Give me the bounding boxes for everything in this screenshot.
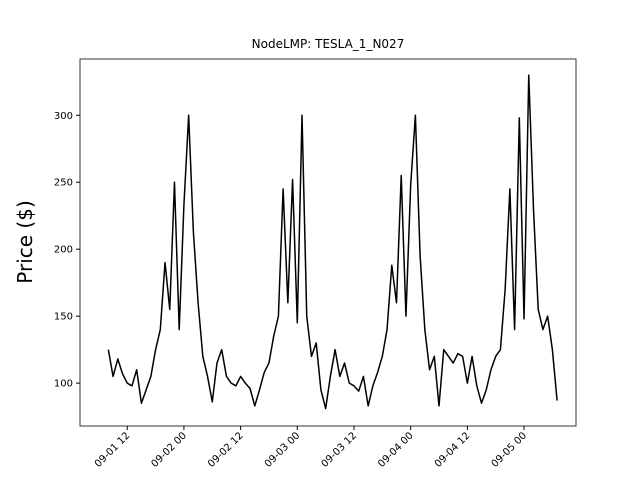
y-tick-label: 250: [54, 178, 73, 189]
data-line: [107, 74, 558, 410]
plot-frame: [79, 58, 577, 427]
y-axis-label: Price ($): [13, 200, 37, 283]
y-tick-label: 150: [54, 312, 73, 323]
chart-title: NodeLMP: TESLA_1_N027: [252, 37, 405, 51]
y-tick-label: 100: [54, 379, 73, 390]
y-tick-label: 200: [54, 245, 73, 256]
y-tick-label: 300: [54, 111, 73, 122]
